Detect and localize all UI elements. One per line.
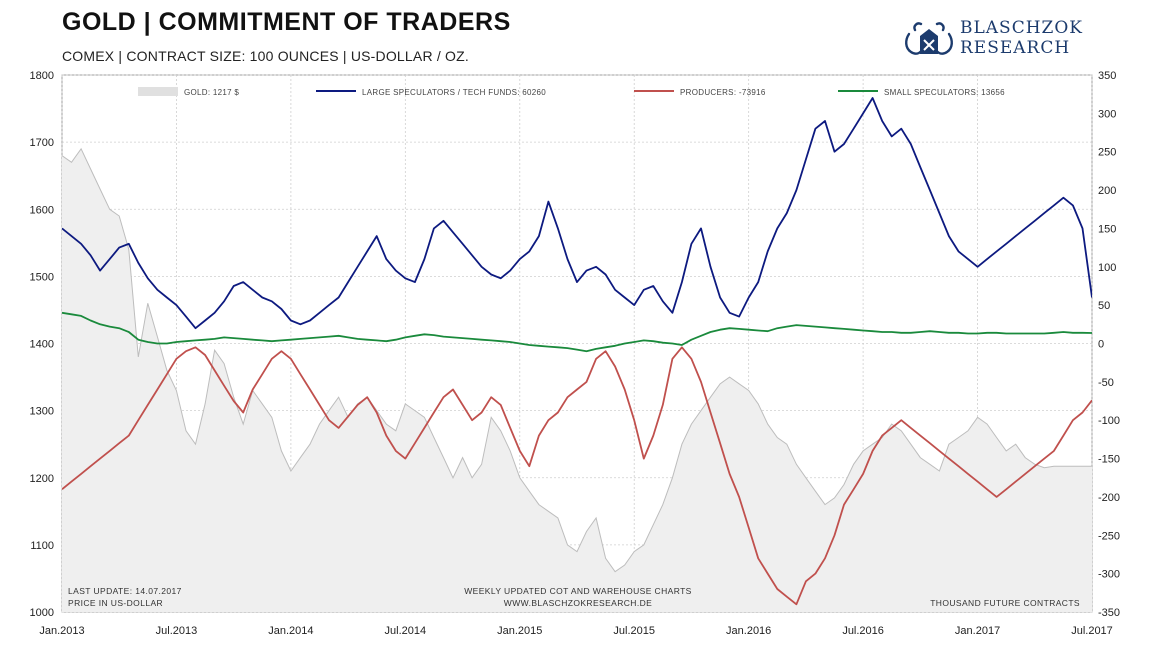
right-axis-tick-label: -300 (1098, 569, 1120, 581)
brand-logo: BLASCHZOK RESEARCH (903, 16, 1103, 62)
left-axis-tick-label: 1600 (30, 204, 54, 216)
price-unit-label: PRICE IN US-DOLLAR (68, 598, 163, 608)
right-axis-tick-label: -350 (1098, 607, 1120, 619)
left-axis-tick-label: 1200 (30, 473, 54, 485)
logo-wordmark: BLASCHZOK RESEARCH (960, 18, 1083, 58)
legend-label-large-speculators: LARGE SPECULATORS / TECH FUNDS: 60260 (362, 88, 546, 97)
logo-line-2: RESEARCH (960, 38, 1071, 58)
right-axis-tick-label: 200 (1098, 185, 1116, 197)
x-axis-tick-label: Jan.2017 (955, 625, 1000, 637)
contracts-unit-label: THOUSAND FUTURE CONTRACTS (930, 598, 1080, 608)
footer-notes: LAST UPDATE: 14.07.2017 PRICE IN US-DOLL… (68, 586, 1080, 608)
series-area-gold (62, 148, 1092, 612)
x-axis-tick-label: Jan.2013 (39, 625, 84, 637)
left-axis-tick-label: 1500 (30, 271, 54, 283)
x-axis-tick-label: Jan.2014 (268, 625, 313, 637)
x-axis-tick-label: Jul.2014 (385, 625, 427, 637)
last-update-label: LAST UPDATE: 14.07.2017 (68, 586, 182, 596)
left-axis-tick-label: 1300 (30, 406, 54, 418)
x-axis-tick-label: Jul.2015 (613, 625, 655, 637)
x-axis: Jan.2013 Jul.2013 Jan.2014 Jul.2014 Jan.2015… (39, 625, 1112, 637)
logo-emblem-icon (905, 22, 953, 55)
x-axis-tick-label: Jul.2017 (1071, 625, 1113, 637)
series-line-producers (62, 346, 1092, 606)
legend: GOLD: 1217 $ LARGE SPECULATORS / TECH FU… (138, 87, 1005, 97)
chart-subtitle: COMEX | CONTRACT SIZE: 100 OUNCES | US-D… (62, 48, 469, 64)
legend-label-gold: GOLD: 1217 $ (184, 88, 239, 97)
left-axis-tick-label: 1100 (30, 540, 54, 552)
left-axis-tick-label: 1800 (30, 70, 54, 82)
right-axis-tick-label: 50 (1098, 300, 1110, 312)
weekly-update-note: WEEKLY UPDATED COT AND WAREHOUSE CHARTS (464, 586, 692, 596)
legend-label-small-speculators: SMALL SPECULATORS: 13656 (884, 88, 1005, 97)
right-axis-tick-label: -200 (1098, 492, 1120, 504)
series-line-gold (62, 147, 1092, 573)
logo-line-1: BLASCHZOK (960, 18, 1083, 38)
right-axis: -350 -300 -250 -200 -150 -100 -50 0 50 100 150 200 2… (1098, 70, 1120, 619)
right-axis-tick-label: 350 (1098, 70, 1116, 82)
x-axis-tick-label: Jan.2016 (726, 625, 771, 637)
right-axis-tick-label: -150 (1098, 454, 1120, 466)
x-axis-tick-label: Jul.2013 (156, 625, 198, 637)
right-axis-tick-label: 250 (1098, 147, 1116, 159)
right-axis-tick-label: 0 (1098, 339, 1104, 351)
left-axis: 1000 1100 1200 1300 1400 1500 1600 1700 1800 (30, 70, 54, 619)
left-axis-tick-label: 1400 (30, 339, 54, 351)
legend-label-producers: PRODUCERS: -73916 (680, 88, 766, 97)
series-layer (62, 97, 1092, 612)
right-axis-tick-label: 100 (1098, 262, 1116, 274)
x-axis-tick-label: Jan.2015 (497, 625, 542, 637)
legend-swatch-gold (138, 87, 178, 96)
website-label: WWW.BLASCHZOKRESEARCH.DE (504, 598, 652, 608)
right-axis-tick-label: -100 (1098, 415, 1120, 427)
series-line-large-speculators (62, 97, 1092, 330)
right-axis-tick-label: -50 (1098, 377, 1114, 389)
right-axis-tick-label: -250 (1098, 530, 1120, 542)
x-axis-tick-label: Jul.2016 (842, 625, 884, 637)
left-axis-tick-label: 1000 (30, 607, 54, 619)
chart-title: GOLD | COMMITMENT OF TRADERS (62, 8, 511, 36)
left-axis-tick-label: 1700 (30, 137, 54, 149)
right-axis-tick-label: 300 (1098, 108, 1116, 120)
series-line-small-speculators (62, 311, 1092, 353)
right-axis-tick-label: 150 (1098, 223, 1116, 235)
